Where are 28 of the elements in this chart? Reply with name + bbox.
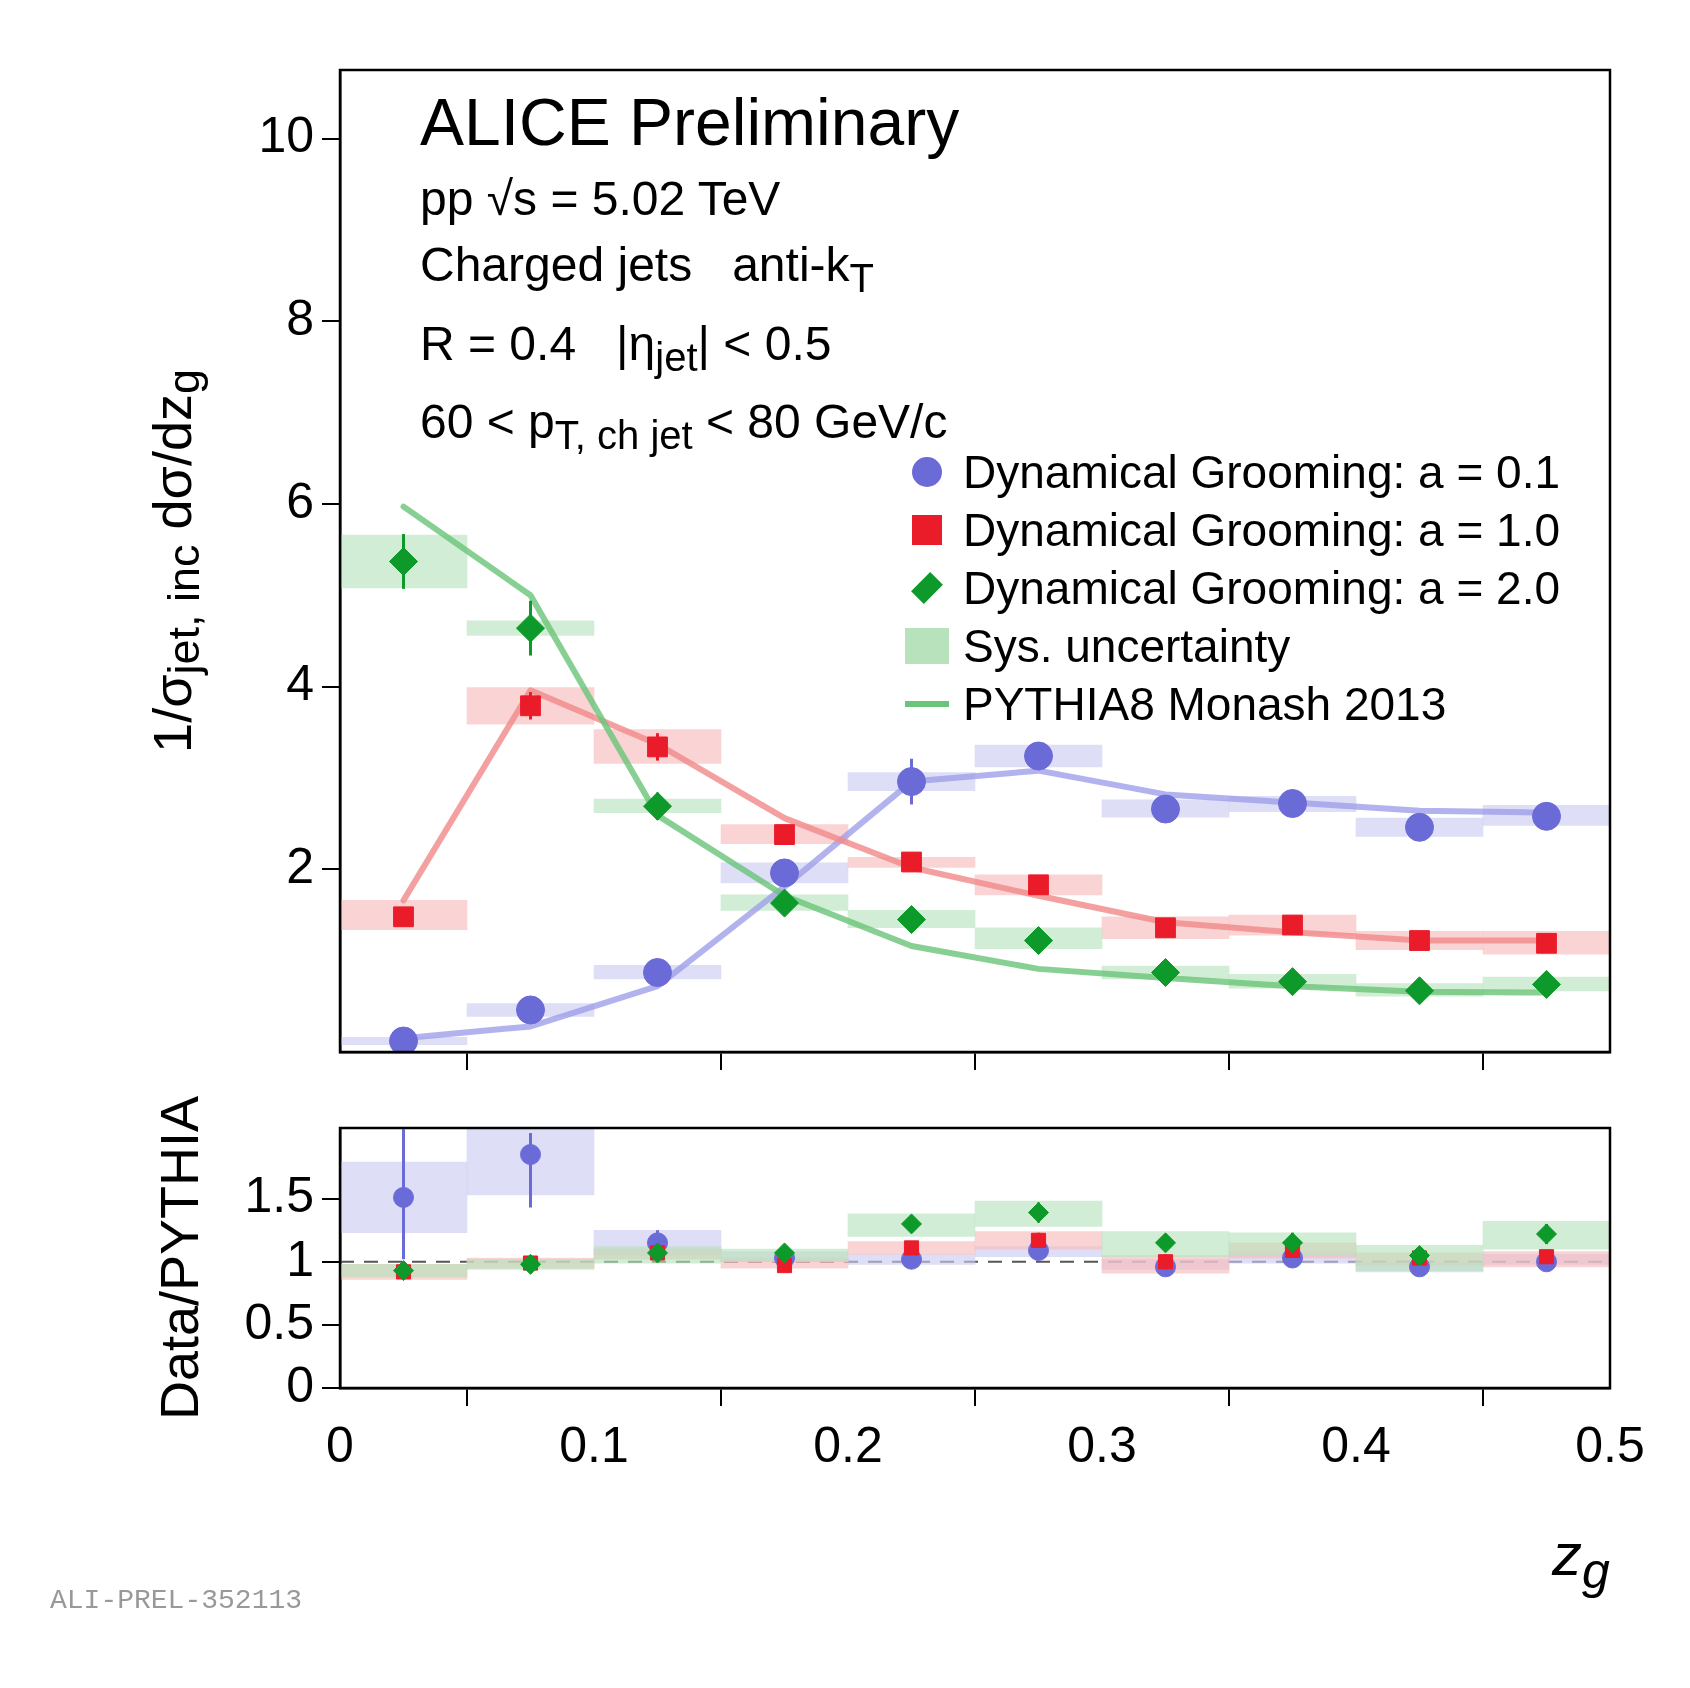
y-tick-label: 0.5 <box>244 1293 314 1350</box>
annotation: pp √s = 5.02 TeV <box>420 172 781 225</box>
legend-label: Sys. uncertainty <box>963 619 1291 675</box>
x-axis-title: z$_{g}$ <box>1552 1520 1610 1600</box>
y-tick-label: 6 <box>286 472 314 529</box>
x-tick-label: 0 <box>326 1416 354 1473</box>
y-tick-label: 4 <box>286 655 314 712</box>
legend-label: Dynamical Grooming: a = 0.1 <box>963 445 1560 501</box>
x-tick-label: 0.4 <box>1321 1416 1391 1473</box>
chart-title: ALICE Preliminary <box>420 84 960 160</box>
y-tick-label: 1 <box>286 1230 314 1287</box>
legend-label: Dynamical Grooming: a = 1.0 <box>963 503 1560 559</box>
x-tick-label: 0.2 <box>813 1416 883 1473</box>
annotation: Charged jets anti-k$_{T}$ <box>420 238 874 300</box>
annotation: R = 0.4 |η$_{jet}$| < 0.5 <box>420 316 832 379</box>
text: ALI-PREL-352113 <box>50 1585 303 1616</box>
x-tick-label: 0.5 <box>1575 1416 1645 1473</box>
legend-label: Dynamical Grooming: a = 2.0 <box>963 561 1560 617</box>
y-tick-label: 2 <box>286 838 314 895</box>
y-axis-title: Data/PYTHIA <box>148 1096 210 1421</box>
y-tick-label: 8 <box>286 289 314 346</box>
x-tick-label: 0.1 <box>559 1416 629 1473</box>
annotation: 60 < p$_{T, ch jet}$ < 80 GeV/c <box>420 395 948 457</box>
y-tick-label: 1.5 <box>244 1167 314 1224</box>
x-tick-label: 0.3 <box>1067 1416 1137 1473</box>
y-tick-label: 0 <box>286 1356 314 1413</box>
y-tick-label: 10 <box>258 107 314 164</box>
legend-label: PYTHIA8 Monash 2013 <box>963 677 1447 733</box>
